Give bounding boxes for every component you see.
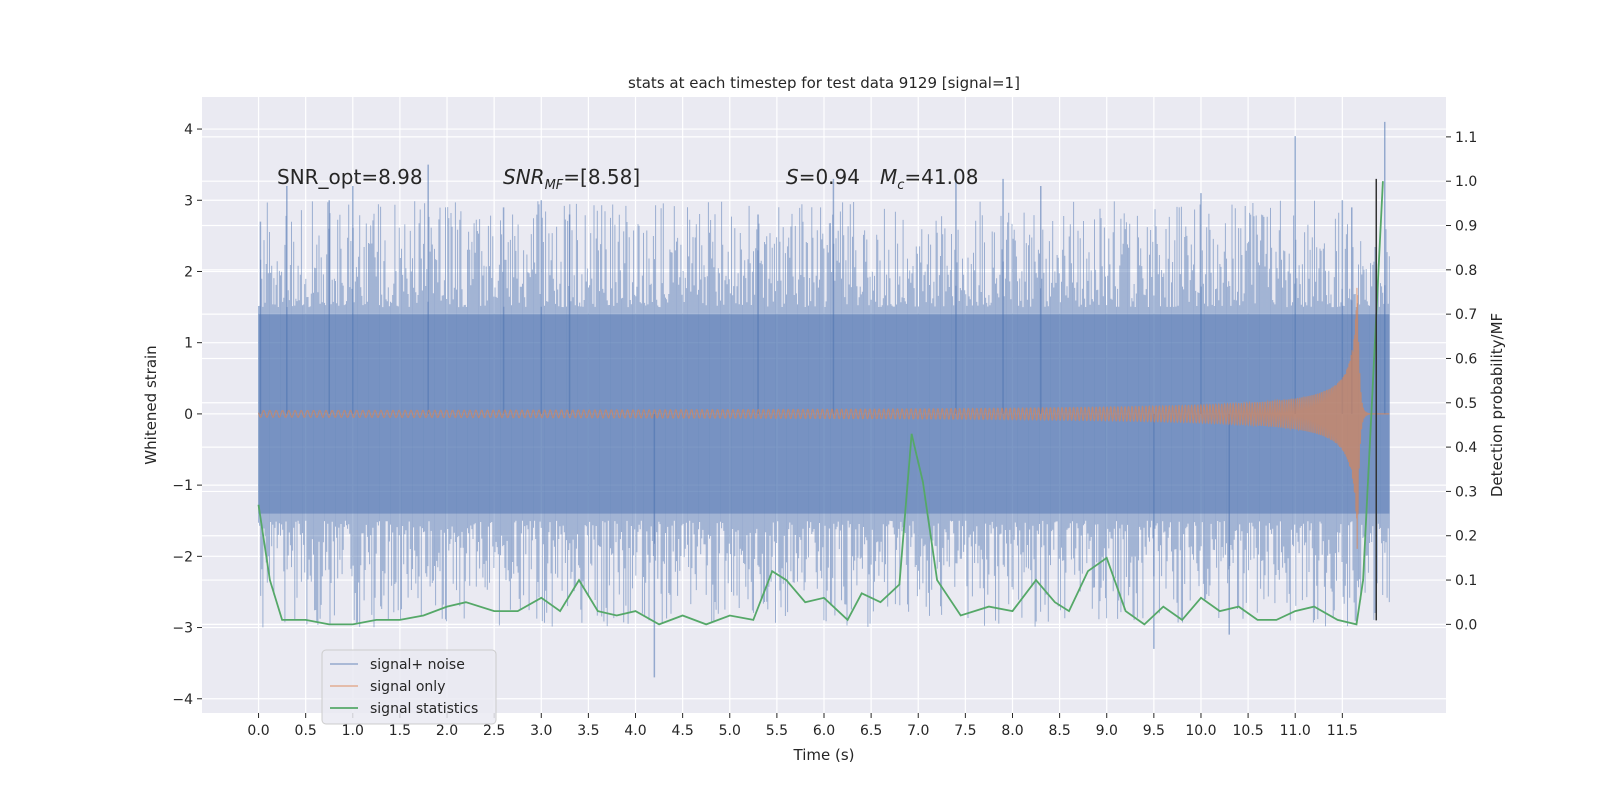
y-left-tick-label: 3: [184, 193, 193, 209]
snr-mf-annotation: SNRMF=[8.58]: [503, 165, 640, 193]
x-tick-label: 8.5: [1048, 723, 1070, 739]
x-tick-label: 5.5: [766, 723, 788, 739]
x-tick-label: 10.0: [1185, 723, 1216, 739]
x-tick-label: 6.5: [860, 723, 882, 739]
y-right-tick-label: 0.7: [1455, 307, 1477, 323]
y-right-tick-label: 0.1: [1455, 573, 1477, 589]
x-tick-label: 2.0: [436, 723, 458, 739]
x-tick-label: 9.5: [1143, 723, 1165, 739]
y-right-tick-label: 0.8: [1455, 263, 1477, 279]
legend-stats-label: signal statistics: [370, 701, 478, 717]
signal-series: [257, 287, 1390, 549]
x-tick-label: 0.0: [247, 723, 269, 739]
x-tick-label: 5.0: [719, 723, 741, 739]
signal-line: [257, 287, 1390, 549]
x-tick-label: 6.0: [813, 723, 835, 739]
y-right-tick-label: 1.1: [1455, 130, 1477, 146]
y-right-tick-label: 0.3: [1455, 484, 1477, 500]
x-tick-label: 7.0: [907, 723, 929, 739]
x-axis-ticks: 0.0 0.5 1.0 1.5 2.0 2.5 3.0 3.5 4.0 4.5 5.0 5.5 6.0 6…: [247, 713, 1358, 739]
y-left-axis-label: Whitened strain: [142, 345, 160, 464]
x-tick-label: 7.5: [954, 723, 976, 739]
y-right-axis-label: Detection probability/MF: [1488, 313, 1506, 497]
y-left-tick-label: −3: [172, 621, 193, 637]
legend-box: [321, 649, 497, 725]
x-tick-label: 11.0: [1280, 723, 1311, 739]
x-tick-label: 0.5: [295, 723, 317, 739]
chart-title: stats at each timestep for test data 912…: [628, 74, 1020, 92]
x-axis-label: Time (s): [793, 746, 855, 764]
y-right-tick-label: 0.6: [1455, 351, 1477, 367]
stats-line: [257, 181, 1384, 626]
y-left-tick-label: −2: [172, 549, 193, 565]
y-right-tick-label: 0.9: [1455, 219, 1477, 235]
x-tick-label: 3.0: [530, 723, 552, 739]
x-tick-label: 10.5: [1233, 723, 1264, 739]
x-tick-label: 11.5: [1327, 723, 1358, 739]
stats-series: [257, 181, 1384, 626]
y-left-tick-label: 1: [184, 336, 193, 352]
y-left-tick-label: 0: [184, 407, 193, 423]
x-tick-label: 1.5: [389, 723, 411, 739]
y-left-tick-label: −1: [172, 478, 193, 494]
legend: signal+ noise signal only signal statist…: [321, 649, 497, 725]
y-right-tick-label: 1.0: [1455, 174, 1477, 190]
x-tick-label: 1.0: [342, 723, 364, 739]
x-tick-label: 2.5: [483, 723, 505, 739]
y-left-tick-label: −4: [172, 692, 193, 708]
legend-signal-label: signal only: [370, 679, 445, 695]
x-tick-label: 8.0: [1001, 723, 1023, 739]
x-tick-label: 4.0: [624, 723, 646, 739]
y-right-axis-ticks: 0.0 0.1 0.2 0.3 0.4 0.5 0.6 0.7 0.8 0.9 1.0 1.1: [1446, 130, 1477, 633]
y-right-tick-label: 0.5: [1455, 396, 1477, 412]
mc-annotation: Mc=41.08: [880, 165, 978, 193]
y-right-tick-label: 0.0: [1455, 617, 1477, 633]
y-left-tick-label: 2: [184, 264, 193, 280]
y-right-tick-label: 0.2: [1455, 529, 1477, 545]
x-tick-label: 9.0: [1096, 723, 1118, 739]
snr-opt-annotation: SNR_opt=8.98: [277, 165, 423, 189]
y-left-tick-label: 4: [184, 122, 193, 138]
x-tick-label: 4.5: [672, 723, 694, 739]
legend-noise-label: signal+ noise: [370, 657, 465, 673]
y-right-tick-label: 0.4: [1455, 440, 1477, 456]
y-left-axis-ticks: −4 −3 −2 −1 0 1 2 3 4: [172, 122, 202, 708]
s-annotation: S=0.94: [786, 165, 860, 189]
x-tick-label: 3.5: [577, 723, 599, 739]
